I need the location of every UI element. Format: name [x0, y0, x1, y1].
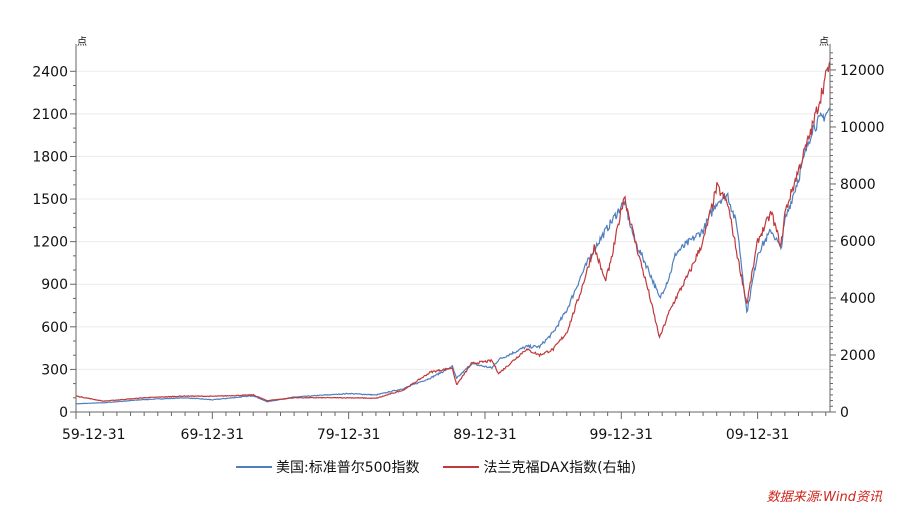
- axes: [70, 44, 836, 419]
- right-tick-label: 4000: [840, 291, 876, 307]
- left-axis-unit: 点: [77, 36, 87, 48]
- series-lines: [75, 61, 831, 405]
- x-tick-label: 89-12-31: [453, 427, 517, 443]
- left-tick-label: 900: [41, 277, 68, 293]
- left-tick-label: 0: [59, 405, 68, 421]
- x-tick-label: 99-12-31: [590, 427, 654, 443]
- legend-item-sp500: 美国:标准普尔500指数: [236, 457, 419, 477]
- left-tick-label: 1200: [32, 235, 68, 251]
- series-line-sp500: [75, 107, 831, 405]
- right-tick-label: 6000: [840, 234, 876, 250]
- right-tick-label: 10000: [840, 120, 885, 136]
- left-tick-label: 1800: [32, 149, 68, 165]
- x-tick-label: 59-12-31: [62, 427, 126, 443]
- legend-item-dax: 法兰克福DAX指数(右轴): [443, 457, 636, 477]
- legend-swatch-dax: [443, 466, 480, 468]
- source-note: 数据来源:Wind资讯: [766, 490, 882, 505]
- series-line-dax: [76, 61, 831, 402]
- right-tick-label: 12000: [840, 63, 885, 79]
- right-tick-label: 0: [840, 405, 849, 421]
- left-tick-label: 2100: [32, 107, 68, 123]
- right-axis-unit: 点: [819, 36, 829, 48]
- x-tick-label: 09-12-31: [726, 427, 790, 443]
- x-tick-label: 79-12-31: [317, 427, 381, 443]
- left-tick-label: 2400: [32, 64, 68, 80]
- grid-lines: [76, 70, 830, 370]
- legend: 美国:标准普尔500指数 法兰克福DAX指数(右轴): [236, 457, 636, 477]
- legend-label-sp500: 美国:标准普尔500指数: [276, 460, 420, 476]
- legend-swatch-sp500: [236, 466, 272, 468]
- right-tick-label: 8000: [840, 177, 876, 193]
- left-tick-label: 1500: [32, 192, 68, 208]
- right-tick-label: 2000: [840, 348, 876, 364]
- x-tick-label: 69-12-31: [181, 427, 245, 443]
- tick-labels: 0 300 600 900 1200 1500 1800 2100 2400 0 2000 4000 6…: [32, 36, 884, 443]
- legend-label-dax: 法兰克福DAX指数(右轴): [483, 460, 637, 476]
- left-tick-label: 300: [41, 362, 68, 378]
- left-tick-label: 600: [41, 320, 68, 336]
